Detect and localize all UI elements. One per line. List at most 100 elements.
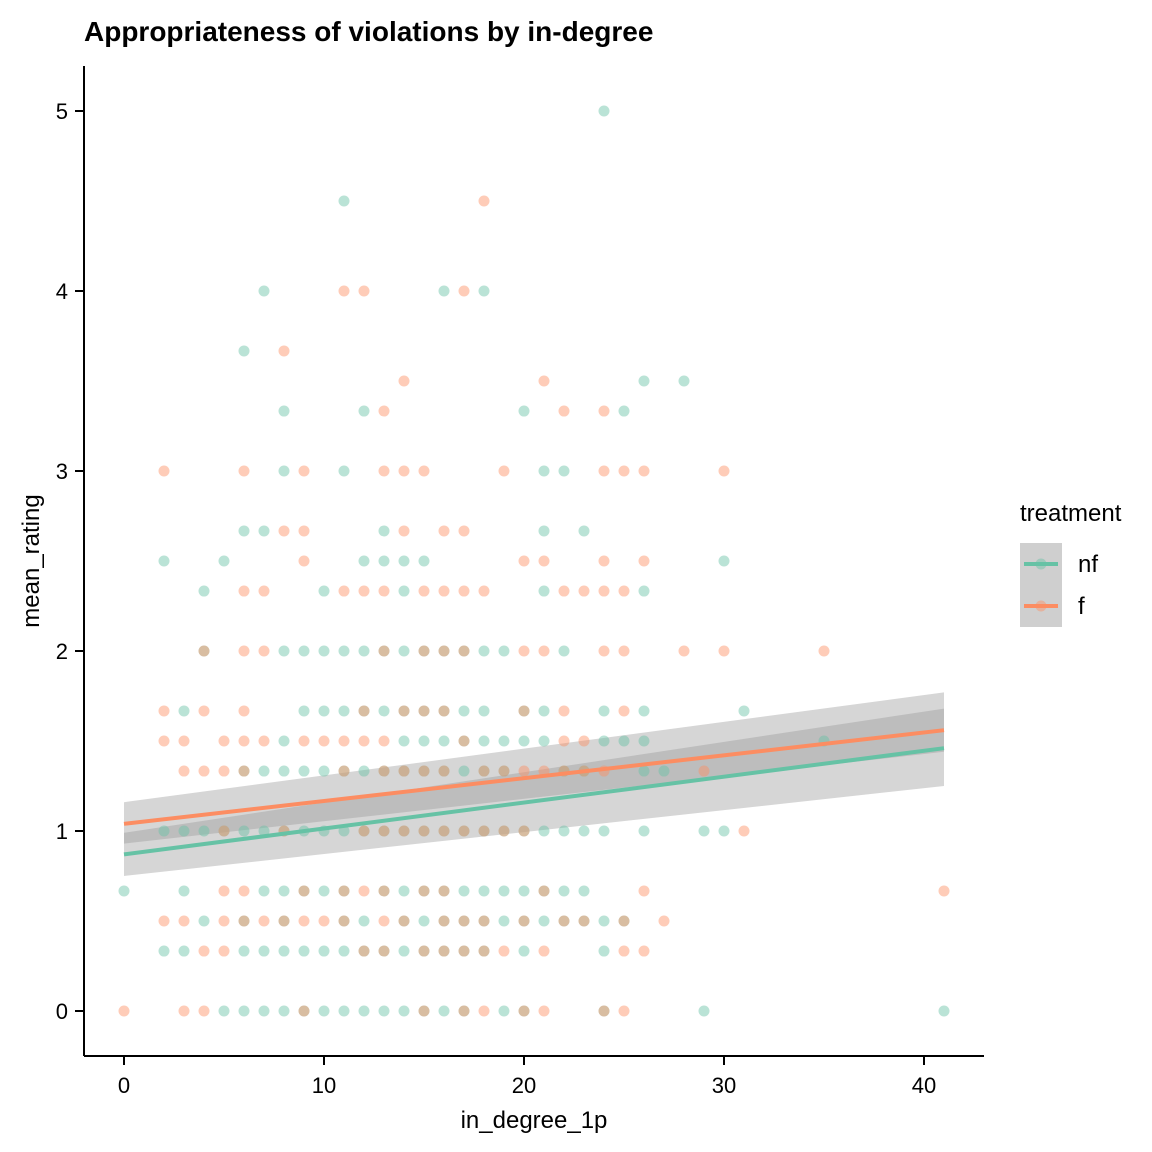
point-nf [238, 525, 250, 537]
confidence-band-f [124, 692, 944, 844]
y-tick-label: 2 [56, 639, 68, 664]
point-nf [398, 735, 410, 747]
point-nf [178, 945, 190, 957]
point-nf [538, 915, 550, 927]
point-nf [578, 525, 590, 537]
point-f [358, 705, 370, 717]
point-nf [458, 1005, 470, 1017]
point-nf [418, 1005, 430, 1017]
point-f [658, 915, 670, 927]
point-nf [638, 375, 650, 387]
point-nf [538, 585, 550, 597]
point-nf [298, 885, 310, 897]
point-f [818, 645, 830, 657]
point-nf [278, 765, 290, 777]
point-nf [478, 825, 490, 837]
point-nf [618, 735, 630, 747]
point-f [478, 585, 490, 597]
point-nf [498, 645, 510, 657]
point-nf [298, 945, 310, 957]
point-nf [378, 945, 390, 957]
y-tick-label: 1 [56, 819, 68, 844]
point-nf [358, 915, 370, 927]
legend-title: treatment [1020, 500, 1122, 527]
point-nf [638, 765, 650, 777]
point-nf [438, 825, 450, 837]
point-nf [478, 645, 490, 657]
point-f [358, 285, 370, 297]
point-nf [378, 825, 390, 837]
point-nf [498, 825, 510, 837]
point-nf [398, 585, 410, 597]
point-nf [558, 645, 570, 657]
point-nf [338, 705, 350, 717]
point-f [218, 915, 230, 927]
point-nf [278, 915, 290, 927]
point-f [298, 885, 310, 897]
point-f [598, 585, 610, 597]
point-nf [658, 765, 670, 777]
point-f [418, 765, 430, 777]
point-nf [338, 1005, 350, 1017]
point-nf [318, 1005, 330, 1017]
point-f [258, 585, 270, 597]
point-nf [638, 825, 650, 837]
point-nf [618, 405, 630, 417]
point-nf [518, 915, 530, 927]
point-f [198, 1005, 210, 1017]
point-f [238, 465, 250, 477]
point-nf [258, 945, 270, 957]
point-nf [218, 825, 230, 837]
point-nf [618, 915, 630, 927]
point-f [398, 525, 410, 537]
point-f [718, 645, 730, 657]
point-nf [118, 885, 130, 897]
point-nf [378, 525, 390, 537]
point-f [438, 585, 450, 597]
point-f [118, 1005, 130, 1017]
point-f [498, 765, 510, 777]
point-nf [538, 735, 550, 747]
point-f [378, 765, 390, 777]
point-nf [338, 885, 350, 897]
point-f [218, 765, 230, 777]
point-f [378, 405, 390, 417]
point-f [478, 825, 490, 837]
point-f [398, 705, 410, 717]
point-nf [458, 735, 470, 747]
y-tick-label: 3 [56, 459, 68, 484]
point-f [378, 915, 390, 927]
point-f [338, 285, 350, 297]
point-f [258, 645, 270, 657]
x-tick-label: 0 [118, 1073, 130, 1098]
point-nf [318, 585, 330, 597]
fit-line-nf [123, 746, 945, 857]
point-f [618, 1005, 630, 1017]
point-nf [358, 945, 370, 957]
point-f [538, 885, 550, 897]
x-tick-label: 40 [912, 1073, 936, 1098]
point-nf [338, 645, 350, 657]
point-f [458, 945, 470, 957]
point-nf [498, 765, 510, 777]
point-f [338, 765, 350, 777]
point-nf [298, 705, 310, 717]
point-f [418, 885, 430, 897]
point-f [178, 915, 190, 927]
point-nf [418, 645, 430, 657]
point-f [378, 645, 390, 657]
point-f [238, 915, 250, 927]
point-nf [718, 555, 730, 567]
point-f [158, 915, 170, 927]
point-f [418, 825, 430, 837]
point-nf [278, 1005, 290, 1017]
point-nf [438, 765, 450, 777]
point-f [418, 705, 430, 717]
point-nf [538, 465, 550, 477]
point-nf [478, 945, 490, 957]
point-nf [418, 555, 430, 567]
point-nf [438, 735, 450, 747]
point-nf [558, 465, 570, 477]
point-nf [458, 705, 470, 717]
point-f [618, 585, 630, 597]
